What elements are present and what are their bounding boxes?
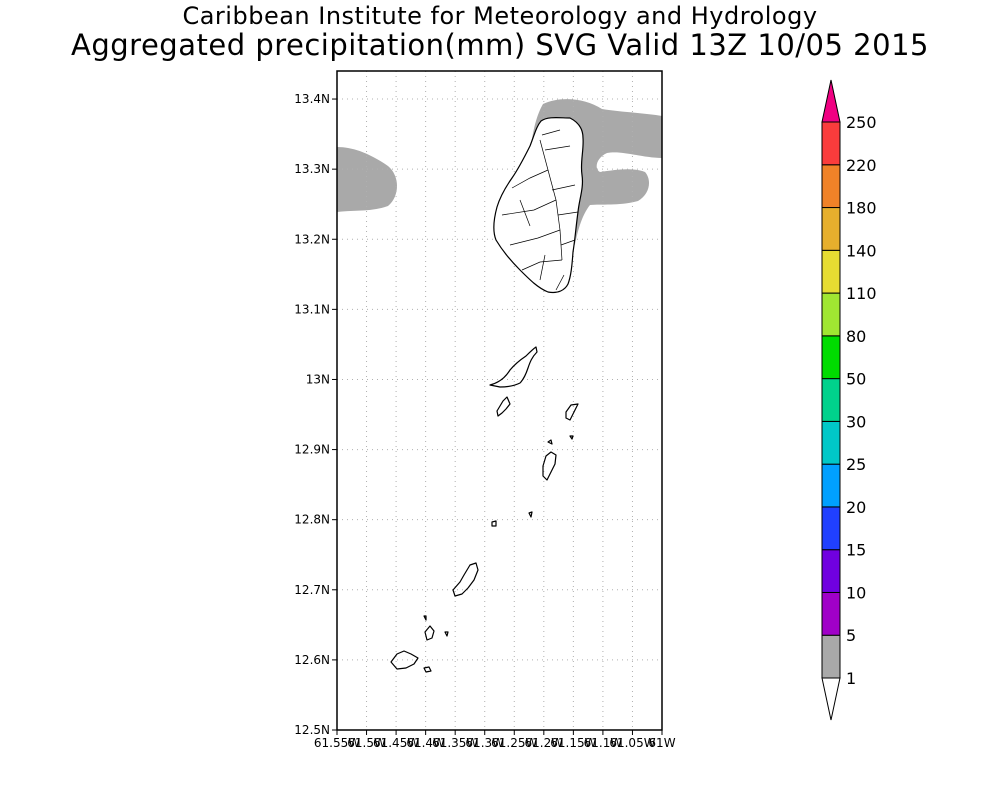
legend-level-label: 220 (846, 156, 877, 175)
map-plot: 13.4N 13.3N 13.2N 13.1N 13N 12.9N 12.8N 12.7N 12… (294, 70, 676, 750)
lon-tick-label: 61.5W (347, 736, 386, 750)
lat-tick-label: 13.4N (294, 92, 330, 106)
legend-level-label: 10 (846, 583, 866, 602)
legend-swatch (821, 506, 841, 551)
lon-tick-label: 61.4W (406, 736, 445, 750)
legend-underflow-triangle (821, 677, 841, 721)
lat-tick-label: 13.1N (294, 302, 330, 316)
island-st-vincent (493, 117, 584, 294)
legend-level-label: 180 (846, 199, 877, 218)
legend-swatch (821, 634, 841, 679)
legend-level-label: 15 (846, 541, 866, 560)
map-frame (336, 70, 663, 731)
legend-level-label: 25 (846, 455, 866, 474)
island-small-2 (569, 435, 574, 440)
lat-tick-label: 12.9N (294, 443, 330, 457)
island-mustique (496, 396, 511, 417)
latitude-axis: 13.4N 13.3N 13.2N 13.1N 13N 12.9N 12.8N 12.7N 12… (294, 92, 337, 737)
legend-swatch (821, 164, 841, 209)
lon-tick-label: 61.35W (432, 736, 478, 750)
institution-title: Caribbean Institute for Meteorology and … (182, 2, 818, 30)
legend-swatch (821, 378, 841, 422)
legend-level-label: 50 (846, 370, 866, 389)
lat-tick-label: 13.3N (294, 162, 330, 176)
island-tobago-cays (491, 520, 497, 527)
lon-tick-label: 61.45W (373, 736, 419, 750)
lon-tick-label: 61.1W (584, 736, 623, 750)
longitude-axis: 61.55W61.5W61.45W61.4W61.35W61.3W61.25W6… (314, 730, 676, 750)
lon-tick-label: 61.25W (491, 736, 537, 750)
product-title: Aggregated precipitation(mm) SVG Valid 1… (71, 28, 929, 62)
legend-level-label: 30 (846, 412, 866, 431)
island-carriacou-north (423, 615, 427, 621)
lat-tick-label: 13.2N (294, 232, 330, 246)
lon-tick-label: 61.2W (525, 736, 564, 750)
precip-area-west (337, 147, 397, 212)
legend-swatch (821, 591, 841, 636)
lat-tick-label: 13N (306, 372, 330, 386)
legend-level-label: 110 (846, 284, 877, 303)
legend-level-label: 5 (846, 626, 856, 645)
island-carriacou (424, 625, 435, 641)
legend-level-label: 20 (846, 498, 866, 517)
island-small-1 (547, 439, 553, 445)
lat-tick-label: 12.5N (294, 723, 330, 737)
legend-level-label: 250 (846, 113, 877, 132)
coastlines (390, 117, 584, 673)
legend-overflow-triangle (821, 79, 841, 123)
legend-swatch (821, 420, 841, 465)
island-union (452, 562, 479, 597)
legend-swatch (821, 549, 841, 593)
island-small-4 (423, 666, 432, 673)
lon-tick-label: 61.15W (550, 736, 596, 750)
lat-tick-label: 12.7N (294, 583, 330, 597)
watershed-lines (501, 129, 579, 291)
legend-swatch (821, 335, 841, 380)
legend-level-label: 80 (846, 327, 866, 346)
island-canouan (542, 451, 557, 481)
lon-tick-label: 61W (648, 736, 675, 750)
legend-swatch (821, 249, 841, 294)
graticule (337, 71, 662, 730)
legend-swatch (821, 121, 841, 166)
legend-level-label: 140 (846, 241, 877, 260)
legend-level-label: 1 (846, 669, 856, 688)
island-small-3 (444, 631, 449, 637)
lon-tick-label: 61.3W (465, 736, 504, 750)
island-petite-martinique (390, 650, 419, 670)
island-baliceaux (565, 403, 579, 421)
island-bequia (489, 346, 538, 388)
lon-tick-label: 61.05W (609, 736, 655, 750)
island-mayreau (528, 511, 533, 518)
legend-swatch (821, 292, 841, 337)
lon-tick-label: 61.55W (314, 736, 360, 750)
lat-tick-label: 12.6N (294, 653, 330, 667)
legend-swatch (821, 463, 841, 508)
legend-swatch (821, 207, 841, 251)
lat-tick-label: 12.8N (294, 513, 330, 527)
